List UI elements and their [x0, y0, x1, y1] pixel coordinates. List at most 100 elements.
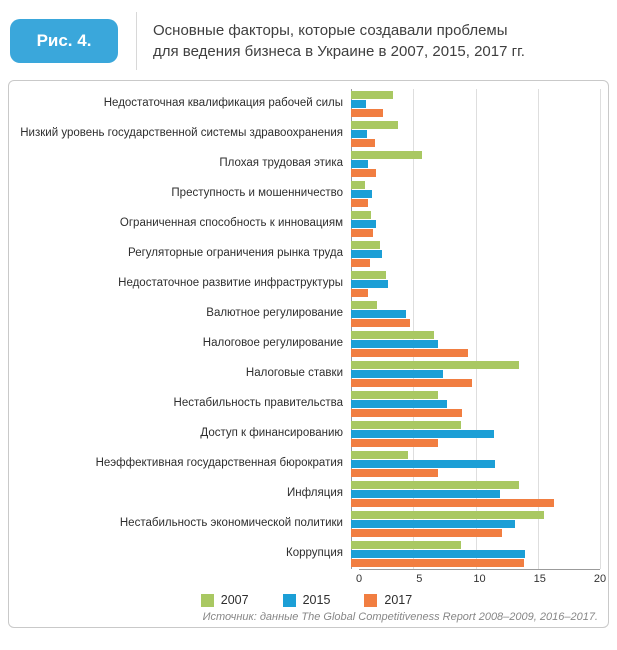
bar-2007: [351, 181, 365, 189]
bar-group: [351, 119, 601, 149]
bar-group: [351, 329, 601, 359]
bar-2017: [351, 259, 370, 267]
bar-2017: [351, 319, 410, 327]
chart-row: Доступ к финансированию: [13, 419, 601, 449]
bar-group: [351, 359, 601, 389]
gridline: [537, 89, 539, 119]
gridline: [475, 239, 477, 269]
chart-row: Преступность и мошенничество: [13, 179, 601, 209]
bar-2017: [351, 499, 554, 507]
gridline: [475, 359, 477, 389]
category-label: Недостаточная квалификация рабочей силы: [103, 97, 343, 110]
gridline: [600, 119, 601, 149]
header-divider: [136, 12, 137, 70]
gridline: [475, 149, 477, 179]
gridline: [537, 299, 539, 329]
bar-group: [351, 389, 601, 419]
legend-label: 2015: [302, 593, 331, 607]
bar-2015: [351, 550, 526, 558]
legend-label: 2007: [220, 593, 249, 607]
bar-2007: [351, 541, 461, 549]
gridline: [475, 329, 477, 359]
category-label: Плохая трудовая этика: [219, 157, 343, 170]
category-label: Недостаточное развитие инфраструктуры: [118, 277, 343, 290]
category-label: Налоговое регулирование: [202, 337, 343, 350]
bar-group: [351, 419, 601, 449]
bar-2015: [351, 490, 501, 498]
bar-2007: [351, 91, 394, 99]
bar-2017: [351, 439, 439, 447]
bar-group: [351, 209, 601, 239]
bar-2007: [351, 481, 520, 489]
figure-badge: Рис. 4.: [10, 19, 118, 63]
gridline: [537, 419, 539, 449]
bar-2015: [351, 250, 383, 258]
bar-2015: [351, 220, 376, 228]
gridline: [475, 89, 477, 119]
chart-row: Налоговое регулирование: [13, 329, 601, 359]
bar-2007: [351, 421, 461, 429]
bar-2015: [351, 280, 389, 288]
gridline: [537, 119, 539, 149]
x-tick-label: 15: [533, 573, 546, 585]
chart-rows: Недостаточная квалификация рабочей силы Н…: [13, 89, 601, 569]
x-axis-strip: 0 5 10 15 20: [355, 569, 606, 587]
bar-2017: [351, 169, 376, 177]
figure-title-line1: Основные факторы, которые создавали проб…: [153, 22, 508, 39]
chart-row: Низкий уровень государственной системы з…: [13, 119, 601, 149]
gridline: [475, 299, 477, 329]
bar-2015: [351, 310, 406, 318]
gridline: [537, 149, 539, 179]
figure-header: Рис. 4. Основные факторы, которые создав…: [0, 0, 617, 78]
x-axis-spacer: [13, 569, 359, 587]
category-label: Регуляторные ограничения рынка труда: [128, 247, 343, 260]
gridline: [600, 209, 601, 239]
chart-row: Нестабильность экономической политики: [13, 509, 601, 539]
gridline: [537, 179, 539, 209]
bar-2007: [351, 121, 399, 129]
gridline: [537, 359, 539, 389]
bar-2015: [351, 460, 496, 468]
bar-2007: [351, 151, 422, 159]
gridline: [600, 329, 601, 359]
gridline: [537, 539, 539, 569]
gridline: [413, 119, 415, 149]
bar-2017: [351, 469, 439, 477]
gridline: [475, 179, 477, 209]
bar-2015: [351, 100, 366, 108]
category-label: Валютное регулирование: [206, 307, 343, 320]
gridline: [537, 209, 539, 239]
bar-group: [351, 449, 601, 479]
gridline: [413, 179, 415, 209]
gridline: [600, 149, 601, 179]
bar-2015: [351, 400, 447, 408]
chart-row: Нестабильность правительства: [13, 389, 601, 419]
category-label: Нестабильность экономической политики: [119, 517, 343, 530]
chart-row: Ограниченная способность к инновациям: [13, 209, 601, 239]
gridline: [600, 269, 601, 299]
bar-2007: [351, 211, 371, 219]
bar-2017: [351, 349, 469, 357]
bar-2015: [351, 430, 495, 438]
source-note: Источник: данные The Global Competitiven…: [202, 611, 598, 623]
bar-2017: [351, 139, 375, 147]
gridline: [475, 269, 477, 299]
gridline: [600, 239, 601, 269]
gridline: [600, 419, 601, 449]
bar-group: [351, 509, 601, 539]
bar-2015: [351, 130, 368, 138]
gridline: [537, 329, 539, 359]
gridline: [600, 389, 601, 419]
bar-2007: [351, 511, 544, 519]
gridline: [600, 539, 601, 569]
bar-2017: [351, 379, 472, 387]
bar-2017: [351, 289, 369, 297]
chart-legend: 2007 2015 2017: [13, 593, 600, 607]
bar-2017: [351, 559, 525, 567]
bar-2007: [351, 241, 380, 249]
gridline: [537, 479, 539, 509]
legend-item-2015: 2015: [282, 593, 331, 607]
x-tick-label: 0: [355, 573, 363, 585]
figure-title: Основные факторы, которые создавали проб…: [153, 20, 525, 62]
category-label: Коррупция: [286, 547, 343, 560]
